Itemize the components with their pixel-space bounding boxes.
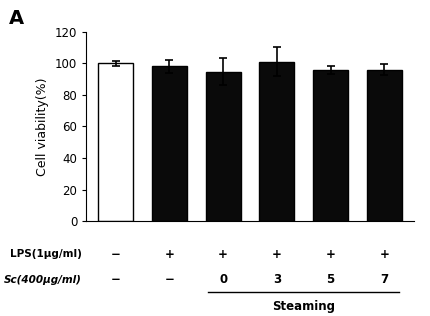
- Text: 0: 0: [218, 273, 227, 286]
- Text: +: +: [325, 248, 335, 261]
- Text: Sc(400μg/ml): Sc(400μg/ml): [4, 275, 82, 285]
- Text: Steaming: Steaming: [272, 300, 335, 313]
- Text: −: −: [111, 248, 120, 261]
- Text: 7: 7: [379, 273, 387, 286]
- Bar: [366, 70, 401, 221]
- Text: 5: 5: [326, 273, 334, 286]
- Text: LPS(1μg/ml): LPS(1μg/ml): [10, 249, 82, 259]
- Y-axis label: Cell viability(%): Cell viability(%): [36, 77, 49, 176]
- Bar: [98, 63, 133, 221]
- Text: +: +: [271, 248, 281, 261]
- Text: A: A: [9, 9, 24, 28]
- Bar: [205, 72, 240, 221]
- Text: −: −: [164, 273, 174, 286]
- Bar: [312, 70, 347, 221]
- Text: +: +: [378, 248, 388, 261]
- Text: 3: 3: [272, 273, 280, 286]
- Bar: [152, 66, 187, 221]
- Text: −: −: [111, 273, 120, 286]
- Text: +: +: [218, 248, 227, 261]
- Text: +: +: [164, 248, 174, 261]
- Bar: [259, 62, 294, 221]
